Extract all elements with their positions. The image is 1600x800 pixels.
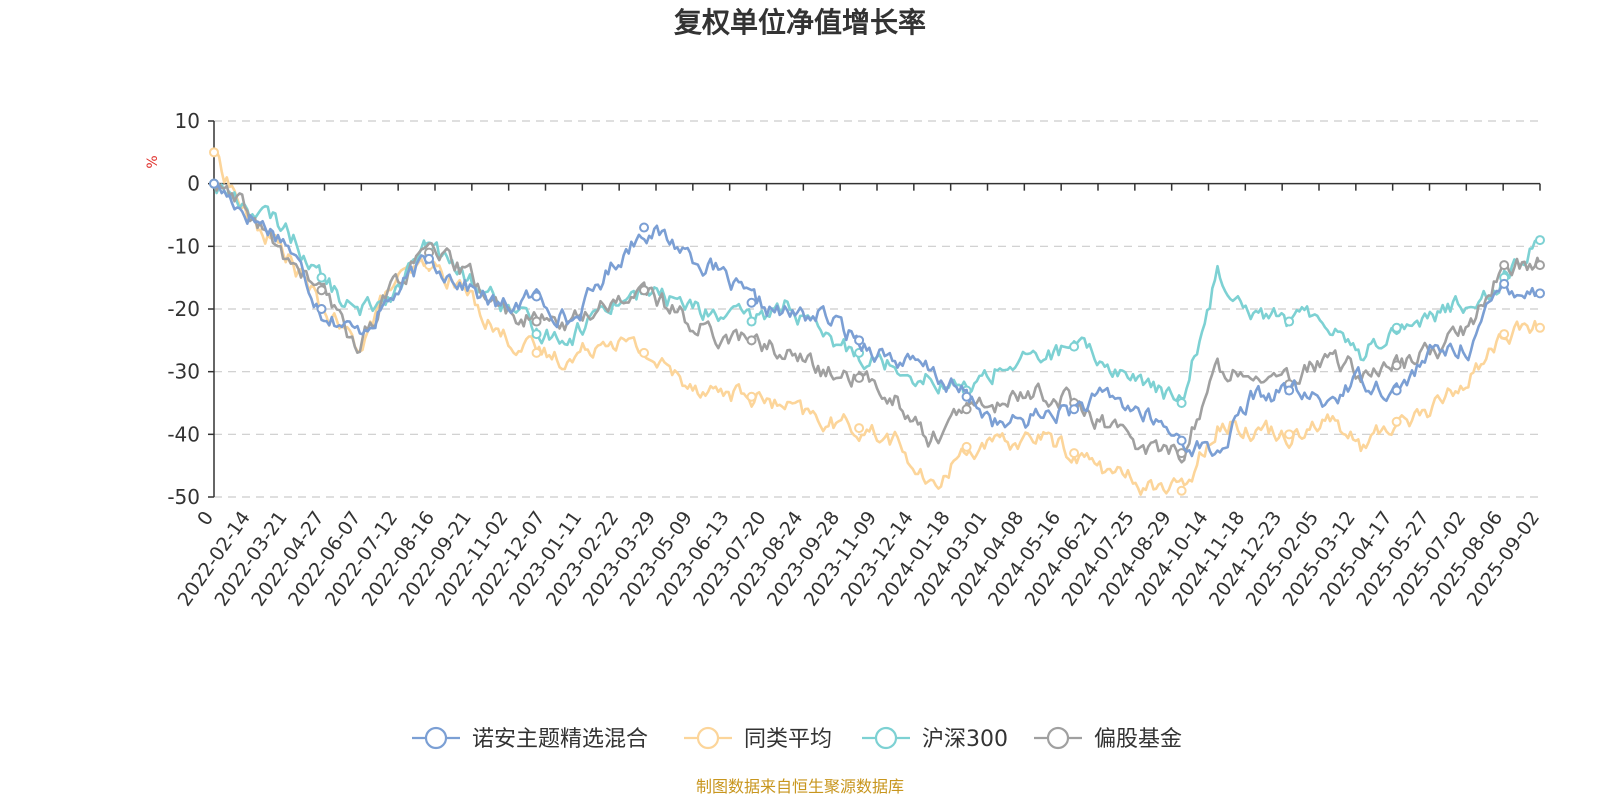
legend-label: 诺安主题精选混合 [472,727,648,752]
series-point [531,329,542,340]
series-point [1535,235,1545,246]
series-point [1176,398,1187,408]
series-point [854,372,865,383]
series-point [1391,416,1402,427]
y-tick-label: 0 [187,172,200,196]
y-axis-unit: % [145,155,161,168]
series-point [746,316,757,327]
series-point [639,285,650,296]
series-lines [209,147,1545,496]
y-tick-label: -40 [167,422,200,446]
series-point [961,404,972,415]
legend-item[interactable]: 同类平均 [684,726,832,752]
series-point [854,335,865,346]
series-point [531,316,542,327]
series-point [639,347,650,358]
series-point [1284,385,1295,396]
series-point [1535,260,1545,271]
series-point [1176,448,1187,459]
series-point [1535,322,1545,333]
series-point [1499,260,1510,271]
series-point [1069,404,1080,415]
series-point [1069,341,1080,352]
series-point [1391,360,1402,371]
series-point [1391,385,1402,396]
series-point [961,391,972,402]
legend-label: 偏股基金 [1094,727,1182,752]
legend[interactable]: 诺安主题精选混合 同类平均 沪深300 偏股基金 [412,726,1182,752]
y-axis-ticks: 10 0 -10 -20 -30 -40 -50 [167,109,215,509]
series-point [1176,435,1187,446]
series-point [1069,448,1080,459]
legend-label: 沪深300 [922,727,1008,752]
source-note: 制图数据来自恒生聚源数据库 [696,777,904,796]
series-point [1499,329,1510,340]
series-point [961,441,972,452]
legend-marker [696,726,720,750]
series-point [1176,485,1187,496]
series-point [209,147,219,158]
series-point [1391,322,1402,333]
legend-marker [874,726,898,750]
legend-item[interactable]: 诺安主题精选混合 [412,726,648,752]
y-tick-label: -30 [167,360,200,384]
series-point [531,347,542,358]
series-point [1499,278,1510,289]
series-point [316,272,327,283]
x-tick-label: 0 [193,507,218,530]
series-point [316,285,327,296]
series-line [212,182,1542,464]
legend-item[interactable]: 沪深300 [862,726,1008,752]
y-tick-label: -50 [167,485,200,509]
legend-item[interactable]: 偏股基金 [1034,726,1182,752]
y-tick-label: 10 [175,109,200,133]
series-point [854,423,865,434]
y-tick-label: -10 [167,234,200,258]
legend-marker [424,726,448,750]
series-line [213,181,1541,458]
series-point [1535,288,1545,299]
legend-marker [1046,726,1070,750]
series-point [746,335,757,346]
series-point [746,297,757,308]
series-point [746,391,757,402]
chart-title: 复权单位净值增长率 [674,6,926,39]
series-point [1284,429,1295,440]
series-point [424,253,435,264]
y-tick-label: -20 [167,297,200,321]
grid-lines [214,120,1540,498]
series-point [316,304,327,314]
series-point [531,291,542,302]
x-axis: 02022-02-142022-03-212022-04-272022-06-0… [174,182,1544,610]
series-line [213,150,1541,496]
series-point [639,222,650,233]
legend-label: 同类平均 [744,727,832,752]
series-point [209,178,219,189]
series-point [1284,316,1295,327]
